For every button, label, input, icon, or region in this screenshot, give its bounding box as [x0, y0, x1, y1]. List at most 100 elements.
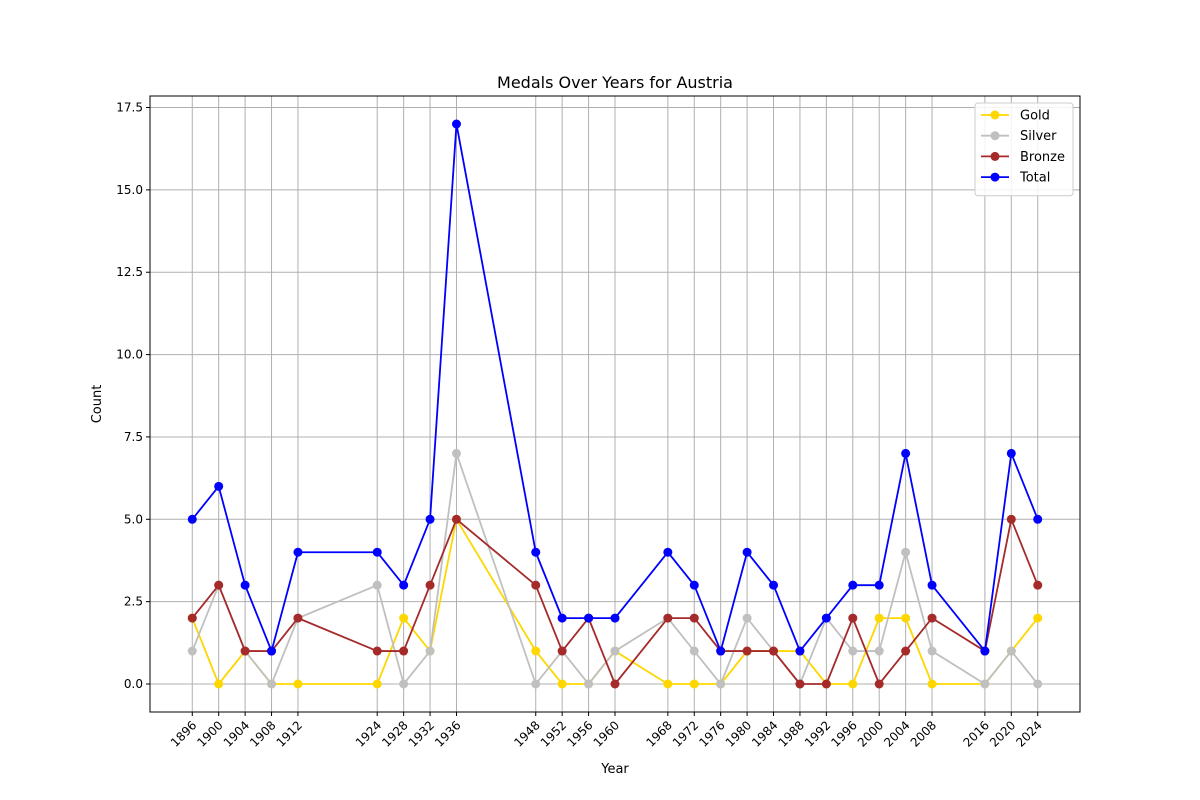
data-point-gold	[372, 679, 382, 689]
y-axis-label: Count	[90, 385, 105, 424]
data-point-bronze	[399, 646, 409, 656]
data-point-total	[240, 580, 250, 590]
data-point-bronze	[610, 679, 620, 689]
data-point-bronze	[451, 514, 461, 524]
data-point-gold	[848, 679, 858, 689]
series-total	[187, 119, 1043, 656]
legend-item-total: Total	[981, 171, 1050, 186]
data-point-silver	[716, 679, 726, 689]
data-point-total	[372, 547, 382, 557]
data-point-silver	[531, 679, 541, 689]
data-point-silver	[584, 679, 594, 689]
data-point-bronze	[769, 646, 779, 656]
data-point-bronze	[742, 646, 752, 656]
data-point-total	[610, 613, 620, 623]
data-point-total	[1006, 448, 1016, 458]
data-point-bronze	[848, 613, 858, 623]
data-point-gold	[874, 613, 884, 623]
data-point-total	[663, 547, 673, 557]
data-point-total	[187, 514, 197, 524]
y-tick-label: 12.5	[116, 265, 143, 279]
data-point-gold	[901, 613, 911, 623]
x-axis-label: Year	[600, 762, 629, 777]
data-point-total	[399, 580, 409, 590]
legend-item-silver: Silver	[981, 129, 1057, 144]
data-point-total	[848, 580, 858, 590]
data-point-total	[821, 613, 831, 623]
data-point-total	[293, 547, 303, 557]
data-point-silver	[399, 679, 409, 689]
data-point-total	[927, 580, 937, 590]
data-point-silver	[742, 613, 752, 623]
legend: Gold Silver Bronze Total	[974, 102, 1074, 197]
data-point-bronze	[1033, 580, 1043, 590]
y-tick-label: 15.0	[116, 183, 143, 197]
series-layer	[187, 119, 1043, 689]
data-point-bronze	[821, 679, 831, 689]
data-point-total	[901, 448, 911, 458]
data-point-bronze	[187, 613, 197, 623]
data-point-bronze	[663, 613, 673, 623]
data-point-total	[716, 646, 726, 656]
data-point-silver	[425, 646, 435, 656]
legend-item-gold: Gold	[981, 109, 1050, 124]
data-point-total	[214, 481, 224, 491]
data-point-total	[451, 119, 461, 129]
data-point-bronze	[557, 646, 567, 656]
y-tick-label: 7.5	[124, 430, 143, 444]
y-tick-label: 5.0	[124, 512, 143, 526]
legend-swatch-marker	[990, 172, 1000, 182]
data-point-total	[980, 646, 990, 656]
y-tick-label: 2.5	[124, 595, 143, 609]
legend-label: Total	[1019, 171, 1050, 186]
data-point-bronze	[874, 679, 884, 689]
data-point-silver	[1006, 646, 1016, 656]
data-point-silver	[874, 646, 884, 656]
legend-item-bronze: Bronze	[981, 150, 1065, 165]
data-point-bronze	[1006, 514, 1016, 524]
data-point-bronze	[293, 613, 303, 623]
data-point-bronze	[795, 679, 805, 689]
legend-box	[974, 102, 1074, 197]
y-tick-label: 0.0	[124, 677, 143, 691]
data-point-gold	[399, 613, 409, 623]
data-point-total	[874, 580, 884, 590]
data-point-gold	[293, 679, 303, 689]
data-point-total	[425, 514, 435, 524]
data-point-silver	[901, 547, 911, 557]
data-point-silver	[1033, 679, 1043, 689]
legend-swatch-marker	[990, 110, 1000, 120]
data-point-bronze	[927, 613, 937, 623]
legend-label: Bronze	[1020, 150, 1065, 165]
data-point-total	[267, 646, 277, 656]
data-point-silver	[187, 646, 197, 656]
series-bronze	[187, 514, 1043, 689]
legend-label: Gold	[1020, 109, 1050, 124]
data-point-bronze	[901, 646, 911, 656]
chart-title: Medals Over Years for Austria	[497, 73, 733, 92]
data-point-silver	[689, 646, 699, 656]
data-point-bronze	[214, 580, 224, 590]
data-point-silver	[848, 646, 858, 656]
data-point-gold	[663, 679, 673, 689]
data-point-total	[1033, 514, 1043, 524]
data-point-bronze	[240, 646, 250, 656]
legend-label: Silver	[1020, 129, 1057, 144]
data-point-bronze	[689, 613, 699, 623]
data-point-total	[557, 613, 567, 623]
data-point-total	[795, 646, 805, 656]
data-point-gold	[689, 679, 699, 689]
data-point-silver	[451, 448, 461, 458]
legend-swatch-marker	[990, 151, 1000, 161]
data-point-total	[742, 547, 752, 557]
data-point-silver	[980, 679, 990, 689]
y-tick-label: 17.5	[116, 101, 143, 115]
legend-swatch-marker	[990, 131, 1000, 141]
data-point-gold	[557, 679, 567, 689]
y-tick-label: 10.0	[116, 348, 143, 362]
data-point-silver	[610, 646, 620, 656]
data-point-total	[689, 580, 699, 590]
data-point-total	[769, 580, 779, 590]
data-point-total	[584, 613, 594, 623]
